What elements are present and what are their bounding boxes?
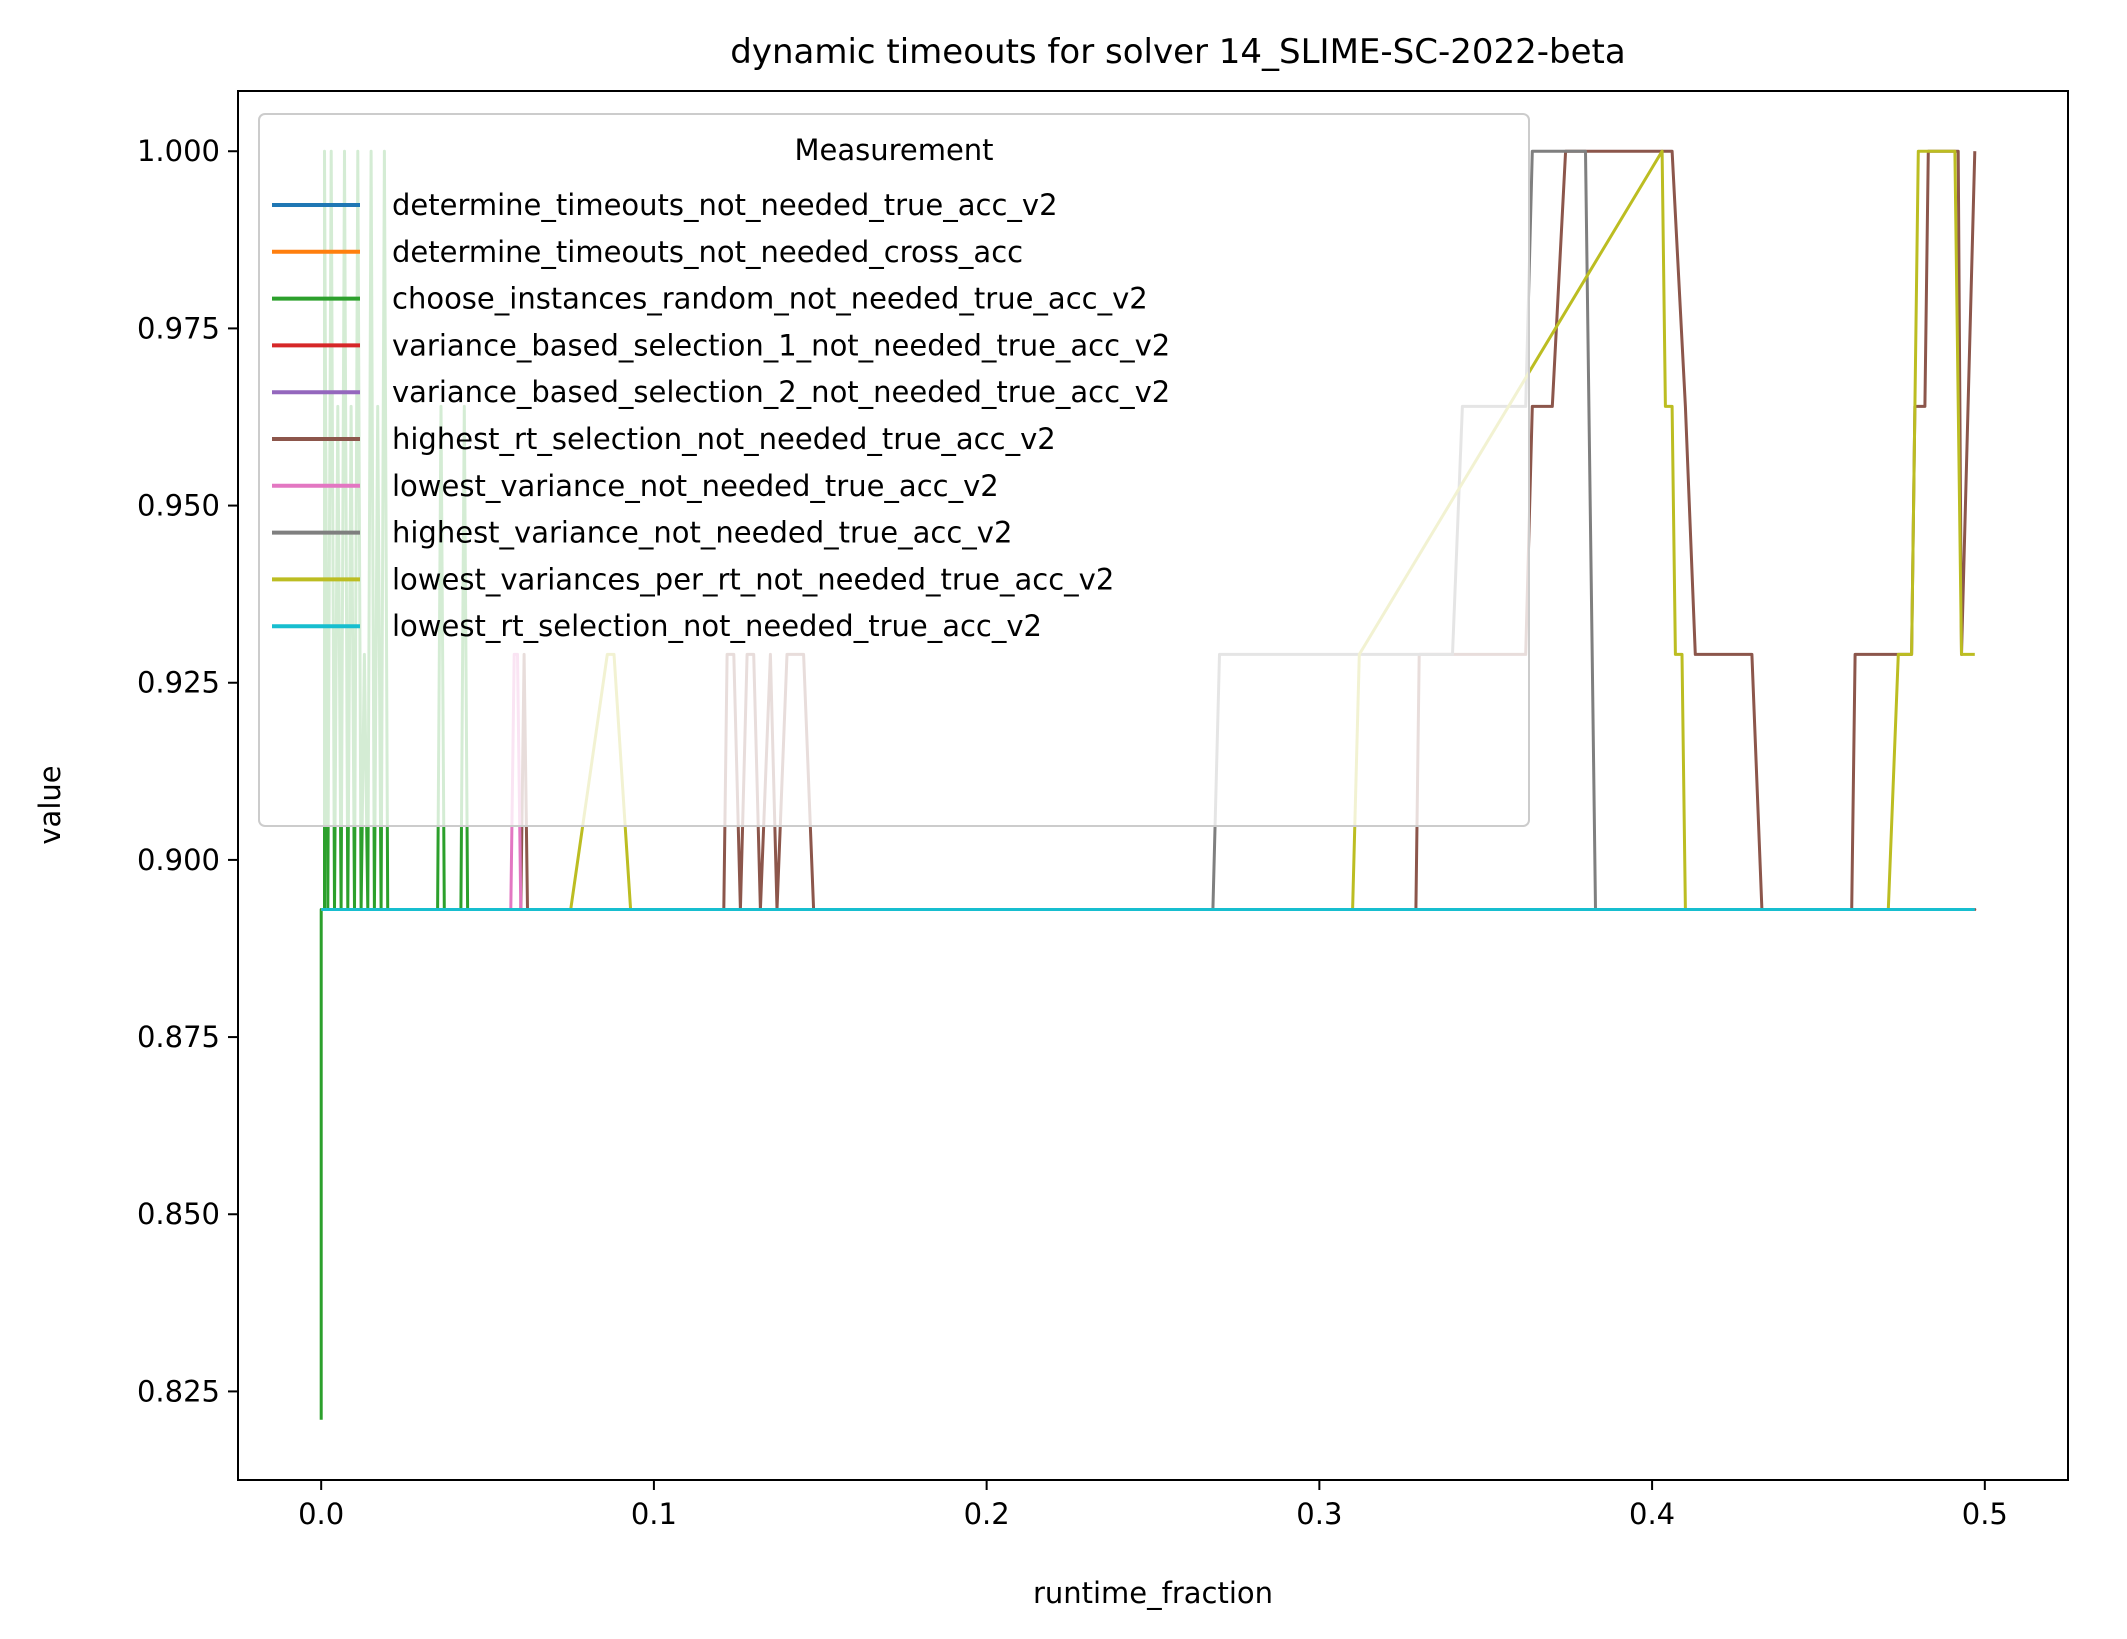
y-tick-label: 1.000 (137, 134, 220, 168)
x-tick-label: 0.3 (1296, 1497, 1342, 1531)
legend-label: determine_timeouts_not_needed_true_acc_v… (392, 188, 1058, 222)
chart-title: dynamic timeouts for solver 14_SLIME-SC-… (730, 32, 1625, 72)
x-tick-label: 0.2 (964, 1497, 1010, 1531)
legend-label: variance_based_selection_1_not_needed_tr… (392, 328, 1170, 362)
y-tick-label: 0.975 (137, 311, 220, 345)
x-tick-label: 0.4 (1629, 1497, 1675, 1531)
x-axis: 0.0 0.1 0.2 0.3 0.4 0.5 (298, 1480, 2008, 1531)
y-tick-label: 0.900 (137, 843, 220, 877)
legend-label: lowest_variances_per_rt_not_needed_true_… (392, 562, 1114, 596)
y-tick-label: 0.825 (137, 1374, 220, 1408)
legend-label: highest_variance_not_needed_true_acc_v2 (392, 516, 1012, 550)
legend-label: choose_instances_random_not_needed_true_… (392, 282, 1148, 316)
y-tick-label: 0.875 (137, 1020, 220, 1054)
y-axis-label: value (33, 765, 67, 844)
plot-frame (237, 90, 2069, 1481)
legend-label: determine_timeouts_not_needed_cross_acc (392, 235, 1023, 269)
x-tick-label: 0.0 (298, 1497, 344, 1531)
legend: Measurement determine_timeouts_not_neede… (258, 113, 1530, 827)
x-tick-label: 0.5 (1962, 1497, 2008, 1531)
y-axis: 0.825 0.850 0.875 0.900 0.925 0.950 0.975 1.000 (137, 134, 238, 1408)
legend-label: highest_rt_selection_not_needed_true_acc… (392, 422, 1056, 456)
legend-label: variance_based_selection_2_not_needed_tr… (392, 375, 1170, 409)
x-tick-label: 0.1 (631, 1497, 677, 1531)
legend-entries: determine_timeouts_not_needed_true_acc_v… (272, 188, 1170, 643)
legend-box (258, 113, 1530, 827)
y-tick-label: 0.850 (137, 1197, 220, 1231)
y-tick-label: 0.950 (137, 489, 220, 523)
legend-title: Measurement (794, 133, 993, 167)
y-tick-label: 0.925 (137, 666, 220, 700)
legend-label: lowest_variance_not_needed_true_acc_v2 (392, 469, 999, 503)
legend-label: lowest_rt_selection_not_needed_true_acc_… (392, 609, 1042, 643)
x-axis-label: runtime_fraction (1033, 1576, 1273, 1610)
